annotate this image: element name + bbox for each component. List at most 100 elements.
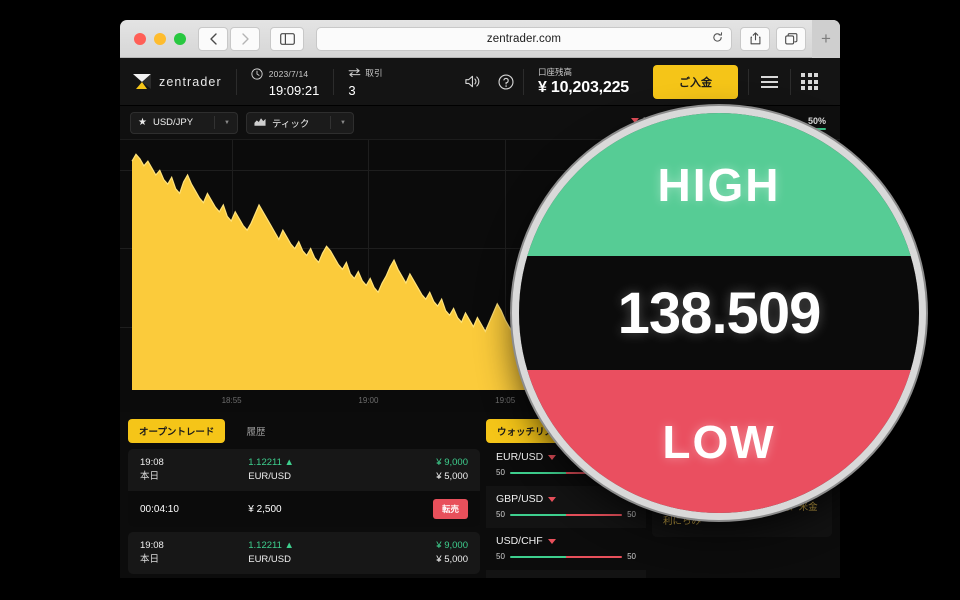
minimize-window-button[interactable] (154, 32, 166, 45)
trade-pair: EUR/USD (248, 471, 291, 482)
interval-selector-label: ティック (272, 118, 310, 130)
apps-grid-icon[interactable] (791, 73, 828, 90)
trade-payout: ¥ 9,000 (436, 540, 468, 551)
list-item[interactable]: USD/CHF 50 50 (486, 528, 646, 570)
chevron-down-icon[interactable]: ▼ (224, 119, 230, 126)
share-icon[interactable] (740, 26, 770, 51)
tab-history[interactable]: 履歴 (246, 427, 266, 438)
brand-name: zentrader (159, 74, 222, 89)
direction-up-icon: ▲ (284, 540, 294, 551)
trade-stake: ¥ 5,000 (436, 554, 468, 565)
trade-count-block: 取引 3 (334, 64, 396, 100)
table-row: 19:08 本日 1.12211 ▲ EUR/USD ¥ 9,000 ¥ 5,000 (128, 449, 480, 491)
forward-icon[interactable] (230, 26, 260, 51)
balance-label: 口座残高 (537, 66, 572, 77)
sound-icon[interactable] (455, 74, 489, 89)
pair-selector[interactable]: ★ USD/JPY ▼ (130, 111, 238, 134)
deposit-button[interactable]: ご入金 (653, 64, 738, 99)
trade-card[interactable]: 19:08 本日 1.12211 ▲ EUR/USD ¥ 9,000 ¥ 5,000 00:… (128, 449, 480, 527)
trades-value: 3 (348, 82, 356, 98)
clock-icon (251, 67, 263, 85)
watchlist-pair: USD/CHF (496, 535, 543, 547)
divider (235, 68, 237, 95)
show-tabs-icon[interactable] (776, 26, 806, 51)
open-trades-panel: オープントレード 履歴 19:08 本日 1.12211 ▲ EUR/USD ¥ 9,00… (128, 418, 480, 578)
bar-buy (509, 555, 566, 558)
bar-sell (566, 513, 623, 516)
chart-x-tick: 18:55 (221, 396, 242, 405)
low-label: LOW (662, 415, 776, 468)
reload-icon[interactable] (712, 30, 723, 48)
url-bar[interactable]: zentrader.com (316, 26, 732, 51)
divider (214, 116, 216, 129)
help-icon[interactable] (489, 73, 523, 90)
divider (748, 68, 749, 95)
trade-price: 1.12211 ▲ (248, 457, 294, 468)
watchlist-right-value: 50 (627, 552, 636, 561)
chart-type-icon (254, 114, 266, 132)
hamburger-menu-icon[interactable] (749, 75, 790, 88)
trade-countdown-row: 00:04:10 ¥ 2,500 転売 (128, 491, 480, 527)
date-label: 2023/7/14 (268, 68, 309, 79)
watchlist-sentiment-bar (509, 555, 623, 558)
open-trades-list: 19:08 本日 1.12211 ▲ EUR/USD ¥ 9,000 ¥ 5,000 00:… (128, 449, 480, 574)
bar-buy (509, 513, 566, 516)
brand-logo[interactable]: zentrader (132, 73, 236, 90)
divider (522, 68, 524, 95)
low-button[interactable]: LOW (519, 370, 919, 513)
trade-time: 19:08 (140, 540, 164, 551)
high-label: HIGH (657, 158, 781, 211)
resell-button[interactable]: 転売 (432, 499, 468, 519)
magnifier-loupe: HIGH 138.509 LOW (519, 113, 919, 513)
navigation-buttons (198, 26, 260, 51)
watchlist-left-value: 50 (496, 510, 505, 519)
url-text: zentrader.com (486, 32, 562, 45)
window-traffic-lights (134, 32, 186, 45)
trade-card[interactable]: 19:08 本日 1.12211 ▲ EUR/USD ¥ 9,000 ¥ 5,000 (128, 532, 480, 574)
watchlist-right-value: 50 (627, 510, 636, 519)
clock-value: 19:09:21 (268, 82, 320, 98)
trade-amount: ¥ 2,500 (248, 503, 282, 515)
divider (790, 68, 791, 95)
current-price-display: 138.509 (519, 256, 919, 370)
triangle-down-icon (547, 538, 556, 544)
zentrader-logo-icon (132, 73, 152, 90)
trade-time: 19:08 (140, 457, 164, 468)
open-trades-tabs: オープントレード 履歴 (128, 418, 480, 444)
trade-pair: EUR/USD (248, 554, 291, 565)
trade-stake: ¥ 5,000 (436, 471, 468, 482)
maximize-window-button[interactable] (174, 32, 186, 45)
chart-x-tick: 19:00 (358, 396, 379, 405)
watchlist-sentiment-bar (509, 513, 623, 516)
divider (333, 68, 335, 95)
browser-titlebar: zentrader.com + (120, 20, 840, 58)
trade-day: 本日 (140, 471, 160, 482)
bar-sell (566, 555, 623, 558)
trade-payout: ¥ 9,000 (436, 457, 468, 468)
app-header: zentrader 2023/7/14 19:09:21 (120, 58, 840, 106)
chevron-down-icon[interactable]: ▼ (340, 119, 346, 126)
trade-price: 1.12211 ▲ (248, 540, 294, 551)
sidebar-toggle-icon[interactable] (270, 26, 304, 51)
tab-open-trades[interactable]: オープントレード (128, 419, 226, 443)
list-item[interactable]: USD/JPY5050 (486, 570, 646, 578)
high-button[interactable]: HIGH (519, 113, 919, 256)
watchlist-pair: USD/JPY (496, 577, 540, 578)
close-window-button[interactable] (134, 32, 146, 45)
balance-value: ¥ 10,203,225 (537, 78, 629, 96)
transfer-icon (348, 67, 361, 80)
current-price-value: 138.509 (617, 280, 822, 346)
new-tab-button[interactable]: + (812, 20, 840, 58)
watchlist-left-value: 50 (496, 552, 505, 561)
account-balance: 口座残高 ¥ 10,203,225 (524, 67, 643, 97)
chart-x-tick: 19:05 (495, 396, 516, 405)
back-icon[interactable] (198, 26, 228, 51)
table-row: 19:08 本日 1.12211 ▲ EUR/USD ¥ 9,000 ¥ 5,000 (128, 532, 480, 574)
direction-up-icon: ▲ (284, 457, 294, 468)
trade-day: 本日 (140, 554, 160, 565)
interval-selector[interactable]: ティック ▼ (246, 111, 354, 134)
trades-label: 取引 (365, 68, 383, 78)
star-icon[interactable]: ★ (138, 117, 147, 128)
